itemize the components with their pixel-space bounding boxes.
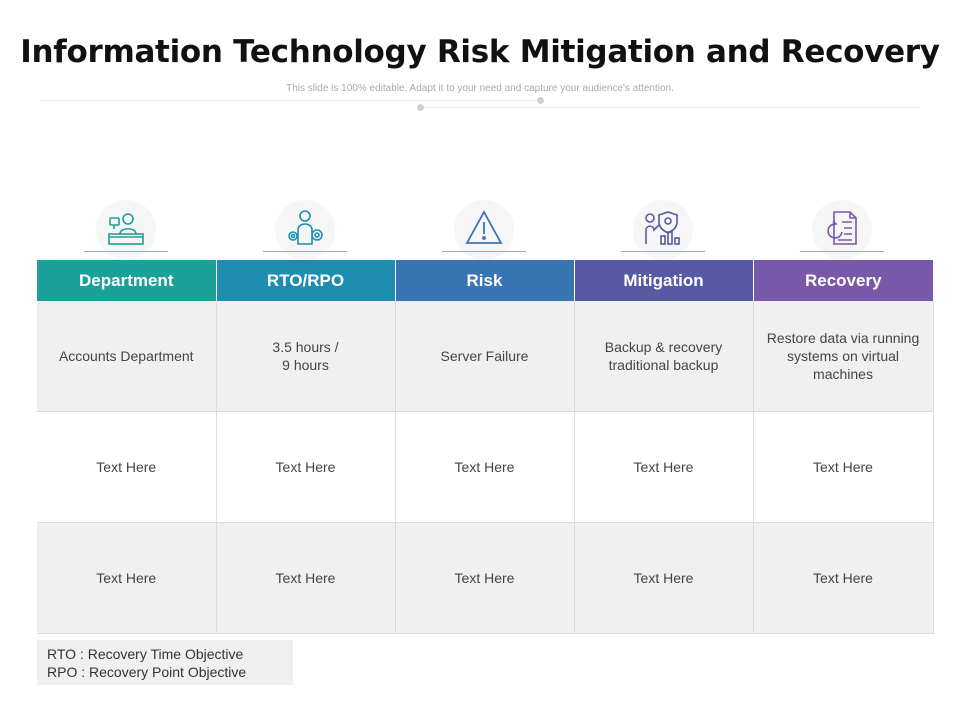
legend-rto: RTO : Recovery Time Objective <box>47 646 244 662</box>
warning-triangle-icon <box>465 210 503 244</box>
decorative-dot <box>417 104 424 111</box>
decorative-dot <box>537 97 544 104</box>
table-row: Text Here Text Here Text Here Text Here … <box>37 522 934 634</box>
table-cell: Text Here <box>37 411 217 523</box>
shield-chart-person-icon <box>645 211 680 245</box>
table-cell: Text Here <box>753 522 934 634</box>
department-icon-wrap <box>84 200 168 260</box>
recovery-icon-wrap <box>800 200 884 260</box>
table-cell: Accounts Department <box>37 301 217 412</box>
person-gears-icon <box>288 210 323 245</box>
table-cell: Text Here <box>37 522 217 634</box>
slide-subtitle: This slide is 100% editable. Adapt it to… <box>286 83 674 94</box>
table-row: Text Here Text Here Text Here Text Here … <box>37 411 934 523</box>
slide-title: Information Technology Risk Mitigation a… <box>20 34 940 70</box>
table-cell: Text Here <box>395 411 575 523</box>
header-risk: Risk <box>395 260 575 301</box>
header-recovery: Recovery <box>753 260 933 301</box>
legend-rpo: RPO : Recovery Point Objective <box>47 664 247 680</box>
table-cell: Text Here <box>216 411 396 523</box>
table-cell: Text Here <box>395 522 575 634</box>
abbreviation-legend: RTO : Recovery Time Objective RPO : Reco… <box>37 640 293 685</box>
table-cell: Text Here <box>753 411 934 523</box>
risk-icon-wrap <box>442 200 526 260</box>
table-cell: Text Here <box>216 522 396 634</box>
it-risk-table: Department RTO/RPO Risk Mitigation Recov… <box>37 260 934 634</box>
header-mitigation: Mitigation <box>574 260 754 301</box>
table-row: Accounts Department 3.5 hours / 9 hours … <box>37 301 934 412</box>
table-cell: Restore data via running systems on virt… <box>753 301 934 412</box>
table-cell: Server Failure <box>395 301 575 412</box>
table-header-row: Department RTO/RPO Risk Mitigation Recov… <box>37 260 933 301</box>
decorative-line <box>420 107 920 108</box>
table-cell: Text Here <box>574 522 754 634</box>
table-cell: Text Here <box>574 411 754 523</box>
table-cell: Backup & recovery traditional backup <box>574 301 754 412</box>
decorative-line <box>40 100 540 101</box>
document-recovery-icon <box>827 211 857 245</box>
rto-rpo-icon-wrap <box>263 200 347 260</box>
mitigation-icon-wrap <box>621 200 705 260</box>
header-rto-rpo: RTO/RPO <box>216 260 396 301</box>
receptionist-desk-icon <box>108 213 144 245</box>
table-cell: 3.5 hours / 9 hours <box>216 301 396 412</box>
header-department: Department <box>37 260 217 301</box>
